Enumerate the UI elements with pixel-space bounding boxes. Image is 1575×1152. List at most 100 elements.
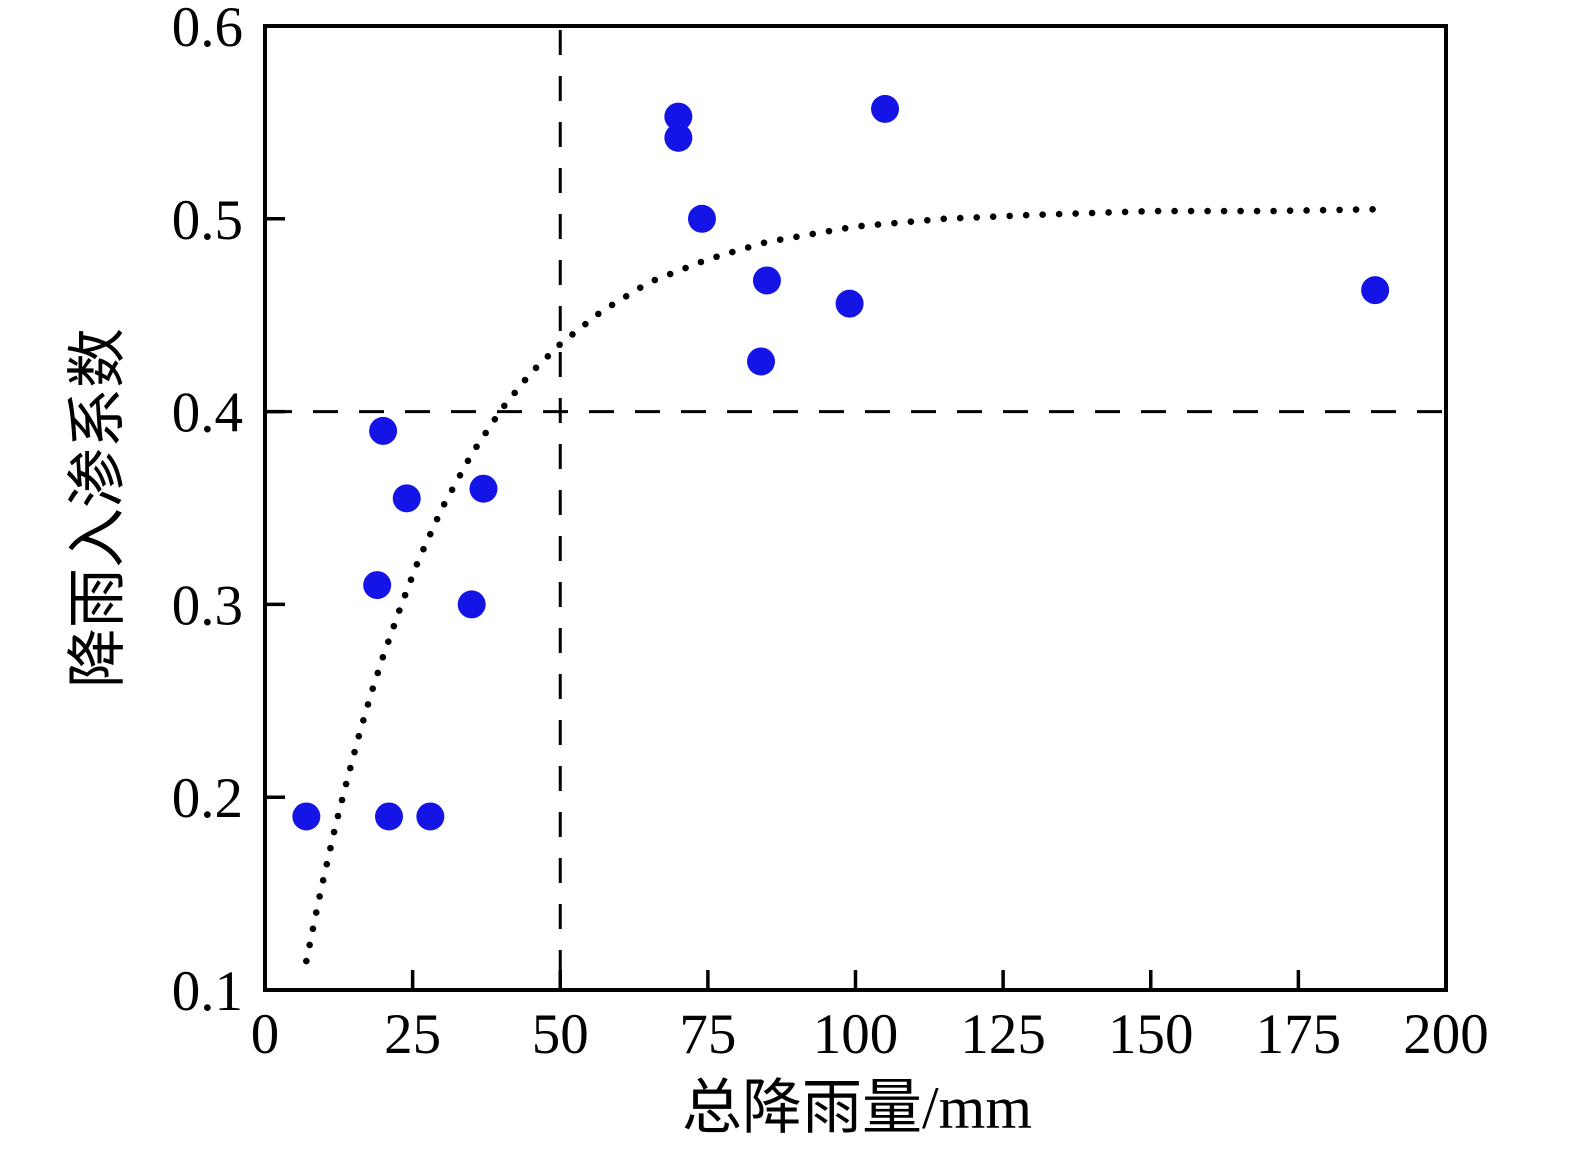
- x-tick-label: 75: [679, 1003, 736, 1066]
- fitted-curve-dot: [1072, 210, 1079, 217]
- x-axis-title: 总降雨量/mm: [682, 1075, 1032, 1141]
- fitted-curve-dot: [364, 701, 372, 708]
- y-tick-label: 0.5: [172, 189, 243, 252]
- fitted-curve-dot: [858, 222, 865, 230]
- fitted-curve-dot: [440, 500, 448, 508]
- fitted-curve-dot: [697, 258, 705, 266]
- fitted-curve-dot: [1055, 210, 1063, 218]
- fitted-curve-dot: [1088, 209, 1096, 217]
- data-point: [363, 571, 392, 600]
- data-point: [835, 289, 864, 318]
- fitted-curve-dot: [809, 230, 817, 238]
- fitted-curve-dot: [825, 227, 833, 235]
- fitted-curve-dot: [989, 213, 997, 220]
- fitted-curve-dot: [582, 320, 589, 328]
- data-point: [416, 802, 445, 831]
- fitted-curve-dot: [1237, 207, 1244, 215]
- fitted-curve-dot: [407, 576, 415, 584]
- data-point: [369, 416, 398, 445]
- fitted-curve-dot: [1270, 207, 1277, 215]
- fitted-curve-dot: [374, 669, 382, 677]
- plot-border: [263, 24, 1448, 992]
- fitted-curve-dot: [1138, 208, 1145, 215]
- fitted-curve-dot: [473, 443, 480, 451]
- reference-lines: [267, 30, 1444, 988]
- fitted-curve-dot: [907, 218, 915, 225]
- fitted-curve-dot: [729, 248, 736, 256]
- fitted-curve-dot: [1303, 207, 1310, 214]
- fitted-curve-dot: [521, 376, 529, 384]
- fitted-curve-dot: [309, 925, 317, 933]
- fitted-curve-dot: [316, 893, 323, 900]
- fitted-curve-dot: [385, 638, 392, 646]
- fitted-curve-dot: [448, 486, 456, 494]
- fitted-curve-dot: [682, 264, 689, 272]
- fitted-curve-dot: [1204, 207, 1211, 215]
- y-tick-label: 0.3: [172, 574, 243, 637]
- fitted-curve-dot: [891, 219, 898, 227]
- fitted-curve-dot: [433, 515, 441, 523]
- fitted-curve-dot: [608, 301, 616, 309]
- tick-labels: 0 25 50 75 100 125 150 175 200 0.1 0.2 0.3 0.4 0.5 0.6: [172, 0, 1489, 1066]
- y-tick-label: 0.1: [172, 960, 243, 1023]
- x-tick-label: 175: [1256, 1003, 1342, 1066]
- fitted-curve-dot: [760, 239, 768, 247]
- fitted-curve-dot: [923, 216, 931, 224]
- data-point: [664, 123, 693, 152]
- fitted-curve-dot: [793, 233, 800, 241]
- x-tick-label: 25: [384, 1003, 441, 1066]
- fitted-curve-dot: [622, 292, 630, 300]
- fitted-curve-dot: [556, 341, 563, 349]
- fitted-curve-dot: [342, 780, 350, 788]
- fitted-curve-dot: [532, 364, 540, 372]
- fitted-curve-dot: [413, 561, 421, 568]
- x-tick-label: 50: [532, 1003, 589, 1066]
- y-axis-title: 降雨入渗系数: [65, 328, 131, 688]
- fitted-curve: [303, 206, 1376, 965]
- x-tick-label: 100: [813, 1003, 899, 1066]
- data-point: [375, 802, 404, 831]
- fitted-curve-dot: [464, 457, 472, 465]
- y-tick-label: 0.2: [172, 767, 243, 830]
- fitted-curve-dot: [456, 472, 464, 479]
- data-point: [752, 266, 781, 295]
- fitted-curve-dot: [306, 941, 313, 949]
- fitted-curve-dot: [511, 389, 518, 397]
- fitted-curve-dot: [1220, 207, 1228, 215]
- fitted-curve-dot: [390, 622, 398, 630]
- fitted-curve-dot: [1187, 207, 1195, 215]
- data-point: [747, 347, 776, 376]
- fitted-curve-dot: [369, 685, 377, 692]
- fitted-curve-dot: [1039, 211, 1046, 218]
- fitted-curve-dot: [426, 530, 434, 538]
- data-point: [392, 484, 421, 513]
- x-tick-label: 200: [1403, 1003, 1489, 1066]
- data-points: [292, 94, 1390, 831]
- data-point: [687, 204, 716, 233]
- y-tick-label: 0.6: [172, 0, 243, 59]
- fitted-curve-dot: [636, 284, 644, 291]
- fitted-curve-dot: [1006, 212, 1013, 220]
- fitted-curve-dot: [1253, 207, 1261, 215]
- data-point: [469, 474, 498, 503]
- y-tick-label: 0.4: [172, 382, 243, 445]
- fitted-curve-dot: [327, 844, 334, 852]
- fitted-curve-dot: [379, 653, 387, 661]
- fitted-curve-dot: [651, 276, 659, 284]
- fitted-curve-dot: [1121, 208, 1129, 216]
- fitted-curve-dot: [874, 221, 882, 228]
- fitted-curve-dot: [713, 253, 720, 261]
- fitted-curve-dot: [1022, 211, 1030, 219]
- data-point: [871, 94, 900, 123]
- fitted-curve-dot: [334, 812, 342, 820]
- data-point: [292, 802, 321, 831]
- fitted-curve-dot: [841, 225, 849, 232]
- x-tick-label: 150: [1108, 1003, 1194, 1066]
- fitted-curve-dot: [319, 877, 327, 884]
- fitted-curve-dot: [501, 402, 508, 410]
- fitted-curve-dot: [1171, 207, 1178, 215]
- axes-and-ticks: [263, 24, 1448, 992]
- fitted-curve-dot: [744, 244, 752, 251]
